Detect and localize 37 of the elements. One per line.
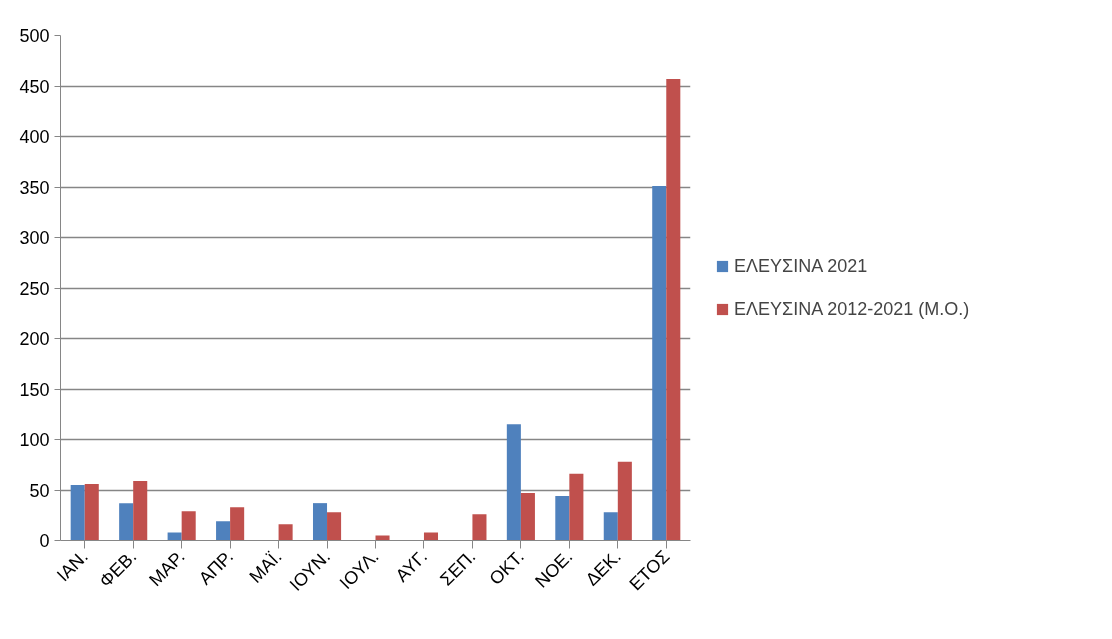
y-tick-label: 0 xyxy=(39,531,50,551)
bar xyxy=(312,503,328,541)
y-tick-label: 250 xyxy=(19,278,50,299)
bar xyxy=(84,483,99,541)
y-tick-label: 300 xyxy=(19,228,50,248)
bar xyxy=(327,512,342,541)
bar xyxy=(167,532,182,541)
bar xyxy=(278,524,293,541)
bar xyxy=(119,503,134,541)
bar xyxy=(666,78,681,541)
y-tick-label: 50 xyxy=(29,480,50,501)
bar xyxy=(506,424,521,541)
bar xyxy=(472,514,487,541)
x-tick-label: ΙΑΝ. xyxy=(52,546,92,586)
legend-label: ΕΛΕΥΣΙΝΑ 2021 xyxy=(734,255,868,277)
bar xyxy=(216,521,231,541)
y-tick-label: 450 xyxy=(19,76,50,97)
bar xyxy=(375,535,390,541)
y-tick-label: 350 xyxy=(19,177,50,198)
bar xyxy=(70,484,85,541)
bar xyxy=(520,493,535,541)
bar xyxy=(617,461,632,541)
bar xyxy=(181,511,196,541)
bar xyxy=(569,473,584,541)
bar xyxy=(555,496,570,541)
y-tick-label: 150 xyxy=(19,379,50,400)
bar xyxy=(603,512,618,541)
y-tick-label: 200 xyxy=(19,329,50,349)
bar xyxy=(133,480,148,541)
bar xyxy=(423,532,439,541)
y-tick-label: 500 xyxy=(19,26,50,46)
bar xyxy=(652,185,667,541)
y-tick-label: 100 xyxy=(19,430,50,450)
bar xyxy=(230,507,245,541)
y-tick-label: 400 xyxy=(19,127,50,147)
legend-label: ΕΛΕΥΣΙΝΑ 2012-2021 (Μ.Ο.) xyxy=(734,298,970,320)
x-tick-label: ΦΕΒ. xyxy=(95,546,141,592)
